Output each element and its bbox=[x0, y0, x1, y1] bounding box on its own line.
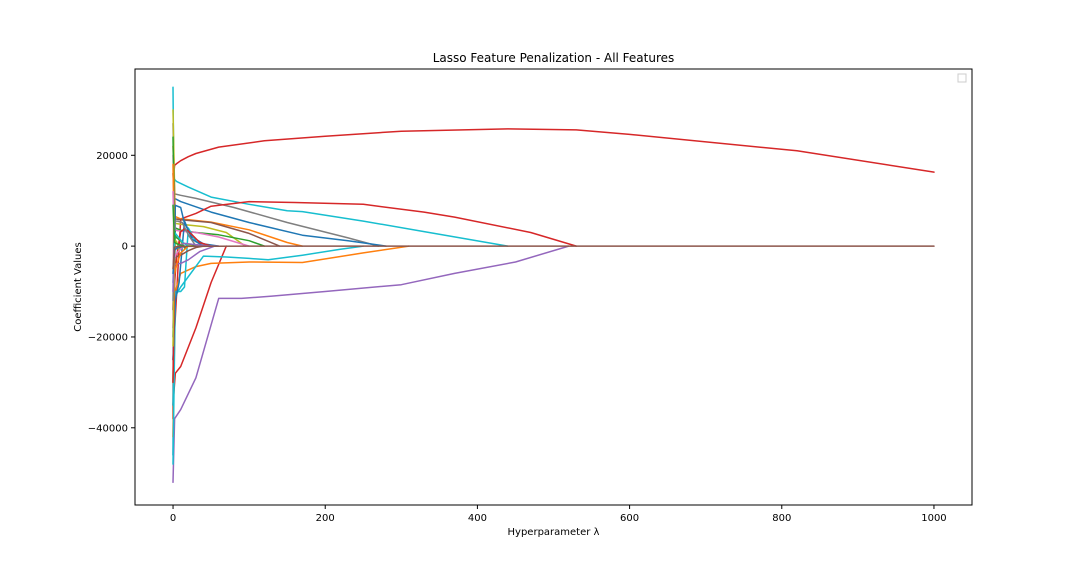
series-line-30 bbox=[172, 245, 935, 270]
x-tick-label: 0 bbox=[170, 513, 176, 524]
series-line-2 bbox=[172, 86, 509, 247]
y-axis-title: Coefficient Values bbox=[73, 242, 84, 331]
series-line-4 bbox=[172, 197, 387, 456]
x-tick-label: 200 bbox=[316, 513, 335, 524]
x-tick-label: 1000 bbox=[921, 513, 946, 524]
y-tick-label: −20000 bbox=[88, 332, 128, 343]
series-layer bbox=[172, 86, 935, 484]
chart-title: Lasso Feature Penalization - All Feature… bbox=[433, 51, 675, 65]
legend-box bbox=[957, 73, 967, 83]
x-tick-label: 600 bbox=[620, 513, 639, 524]
series-line-8 bbox=[172, 245, 410, 438]
series-line-14 bbox=[172, 154, 250, 247]
x-tick-label: 800 bbox=[772, 513, 791, 524]
series-line-3 bbox=[172, 122, 380, 247]
series-line-9 bbox=[172, 245, 365, 465]
series-line-5 bbox=[172, 200, 578, 361]
series-line-1 bbox=[172, 128, 935, 420]
plot-frame bbox=[134, 68, 973, 506]
x-tick-label: 400 bbox=[468, 513, 487, 524]
series-line-7 bbox=[172, 245, 228, 406]
y-tick-label: −40000 bbox=[88, 423, 128, 434]
ticks-layer: 0 200 400 600 800 1000 −40000 −20000 0 20000 bbox=[88, 151, 947, 524]
y-tick-label: 0 bbox=[122, 242, 128, 253]
y-tick-label: 20000 bbox=[96, 151, 128, 162]
x-axis-title: Hyperparameter λ bbox=[508, 527, 600, 538]
series-line-6 bbox=[172, 245, 570, 484]
series-line-28 bbox=[172, 204, 186, 247]
